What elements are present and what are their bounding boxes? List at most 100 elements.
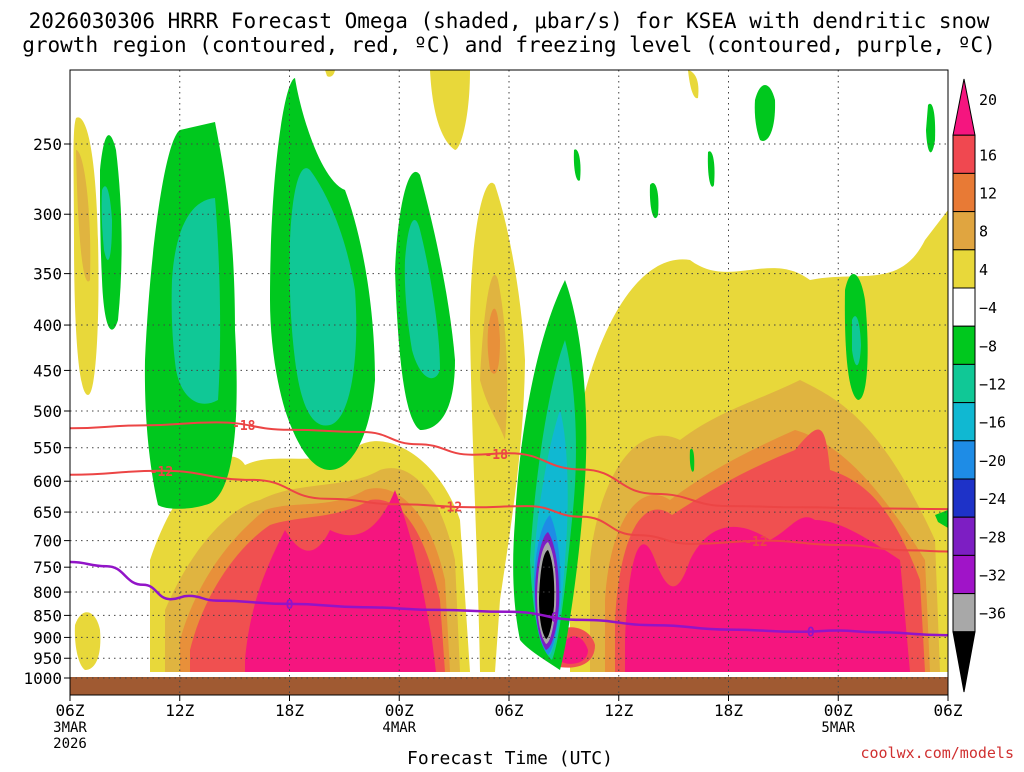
- omega-sinking-8-a: [171, 198, 221, 404]
- x-tick-label-5: 12Z: [604, 701, 633, 720]
- omega-sinking-4-m: [689, 448, 695, 472]
- y-tick-label-250: 250: [33, 135, 62, 154]
- colorbar-swatch-1: [952, 134, 976, 174]
- omega-shading: [70, 70, 948, 695]
- x-tick-date-0: 3MAR: [53, 720, 87, 736]
- x-tick-date-3: 4MAR: [382, 720, 416, 736]
- y-tick-label-700: 700: [33, 532, 62, 551]
- x-tick-label-1: 12Z: [165, 701, 194, 720]
- y-tick-label-900: 900: [33, 628, 62, 647]
- omega-sinking-4-f: [754, 85, 776, 141]
- colorbar-label-4: 4: [979, 261, 988, 279]
- contour-labels: -18 -18 -12 -12 -12 0 0 0: [150, 419, 815, 640]
- colorbar: 20 16 12 8 4 −4 −8 −12 −16 −20 −24 −28 −32 −36: [952, 78, 1006, 693]
- colorbar-label-13: −36: [979, 605, 1006, 623]
- omega-rising-4-f: [74, 612, 101, 670]
- omega-rising-8-d: [76, 150, 91, 282]
- colorbar-swatch-8: [952, 402, 976, 442]
- colorbar-swatch-10: [952, 478, 976, 518]
- y-tick-label-650: 650: [33, 503, 62, 522]
- omega-sinking-8-f: [852, 316, 861, 366]
- colorbar-swatch-5: [952, 287, 976, 327]
- credit-text: coolwx.com/models: [860, 744, 1014, 762]
- x-tick-label-7: 00Z: [824, 701, 853, 720]
- y-tick-label-400: 400: [33, 316, 62, 335]
- x-tick-year-0: 2026: [53, 736, 87, 752]
- omega-rising-20-b: [625, 517, 910, 672]
- colorbar-label-7: −12: [979, 376, 1006, 394]
- colorbar-label-5: −4: [979, 299, 997, 317]
- colorbar-swatch-7: [952, 363, 976, 404]
- x-axis-title: Forecast Time (UTC): [407, 748, 613, 768]
- colorbar-swatch-4: [952, 249, 976, 289]
- y-tick-label-300: 300: [33, 205, 62, 224]
- colorbar-swatch-12: [952, 554, 976, 595]
- y-tick-label-450: 450: [33, 361, 62, 380]
- c0-label-1: 0: [551, 611, 559, 626]
- colorbar-label-9: −20: [979, 452, 1006, 470]
- grid-lines: [70, 70, 948, 695]
- c12-label-0: -12: [150, 465, 173, 480]
- c12-label-2: -12: [744, 535, 767, 550]
- y-tick-label-600: 600: [33, 472, 62, 491]
- y-tick-label-350: 350: [33, 265, 62, 284]
- x-tick-date-7: 5MAR: [821, 720, 855, 736]
- x-tick-label-4: 06Z: [495, 701, 524, 720]
- omega-rising-4-d: [470, 182, 525, 672]
- omega-rising-20-c: [560, 636, 588, 664]
- colorbar-label-10: −24: [979, 490, 1006, 508]
- colorbar-swatch-6: [952, 325, 976, 365]
- omega-rising-12-b: [487, 308, 500, 374]
- x-tick-label-2: 18Z: [275, 701, 304, 720]
- omega-sinking-4-l: [935, 510, 948, 528]
- colorbar-bottom-arrow: [952, 631, 976, 693]
- colorbar-label-1: 16: [979, 146, 997, 164]
- c0-label-0: 0: [286, 598, 294, 613]
- colorbar-label-0: 20: [979, 91, 997, 109]
- omega-sinking-4-k: [573, 149, 581, 181]
- omega-sinking-8-d: [101, 186, 112, 260]
- colorbar-swatch-3: [952, 211, 976, 251]
- chart-title-line1: 2026030306 HRRR Forecast Omega (shaded, …: [29, 9, 990, 33]
- omega-sinking-8-c: [404, 220, 440, 379]
- contour-minus18-line: [70, 421, 948, 511]
- omega-rising-4-g: [325, 70, 335, 77]
- colorbar-label-8: −16: [979, 414, 1006, 432]
- omega-rising-4-c: [430, 70, 470, 150]
- y-tick-label-800: 800: [33, 583, 62, 602]
- y-tick-label-1000: 1000: [23, 669, 62, 688]
- omega-sinking-8-b: [289, 168, 357, 426]
- contour-freezing-line: [70, 560, 948, 637]
- colorbar-label-6: −8: [979, 337, 997, 355]
- c12-label-1: -12: [439, 500, 462, 515]
- x-tick-label-6: 18Z: [714, 701, 743, 720]
- x-tick-label-8: 06Z: [934, 701, 963, 720]
- y-tick-label-550: 550: [33, 439, 62, 458]
- contour-lines: [70, 421, 948, 637]
- y-tick-label-850: 850: [33, 606, 62, 625]
- colorbar-label-2: 12: [979, 185, 997, 203]
- contour-minus12-line: [70, 469, 948, 553]
- x-tick-label-3: 00Z: [385, 701, 414, 720]
- omega-sinking-4-j: [707, 151, 715, 187]
- colorbar-top-arrow: [952, 78, 976, 136]
- colorbar-swatch-2: [952, 172, 976, 213]
- omega-sinking-4-h: [926, 103, 936, 153]
- y-tick-label-500: 500: [33, 402, 62, 421]
- y-axis: 250 300 350 400 450 500 550 600 650 700 750 800 850 9…: [23, 135, 70, 688]
- omega-sinking-4-i: [649, 183, 659, 219]
- colorbar-swatch-13: [952, 593, 976, 633]
- chart-title-line2: growth region (contoured, red, ºC) and f…: [22, 33, 996, 57]
- y-tick-label-750: 750: [33, 558, 62, 577]
- colorbar-swatch-11: [952, 516, 976, 556]
- colorbar-label-12: −32: [979, 567, 1006, 585]
- x-tick-label-0: 06Z: [56, 701, 85, 720]
- omega-rising-20-a: [245, 490, 436, 672]
- c0-label-2: 0: [807, 625, 815, 640]
- c18-label-0: -18: [232, 419, 256, 434]
- c18-label-1: -18: [484, 448, 508, 463]
- colorbar-label-11: −28: [979, 528, 1006, 546]
- colorbar-swatch-9: [952, 440, 976, 480]
